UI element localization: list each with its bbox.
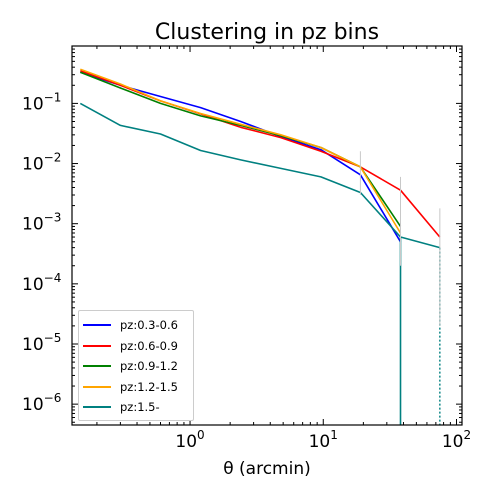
legend-item: pz:1.5- [79,397,193,418]
y-tick-label-2: 10−4 [22,271,61,295]
legend: pz:0.3-0.6 pz:0.6-0.9 pz:0.9-1.2 pz:1.2-1.5… [78,310,194,421]
legend-item: pz:0.3-0.6 [79,315,193,336]
series-line-4 [79,102,441,249]
chart-title: Clustering in pz bins [155,20,379,45]
legend-swatch [83,365,111,368]
series-line-1 [80,69,441,238]
plot-area: 100 101 102 10−6 10−5 10−4 10−3 10−2 10−1 [22,45,471,452]
x-tick-label-1: 101 [309,428,338,452]
series-line-0 [80,71,402,243]
legend-item: pz:0.9-1.2 [79,356,193,377]
legend-label: pz:0.9-1.2 [120,359,178,374]
x-tick-label-0: 100 [175,428,204,452]
legend-swatch [83,406,111,409]
legend-label: pz:1.2-1.5 [120,379,178,394]
legend-label: pz:1.5- [120,400,160,415]
y-tick-label-0: 10−6 [22,391,61,415]
y-tick-label-3: 10−3 [22,211,61,235]
x-axis-label: θ (arcmin) [223,459,311,479]
legend-swatch [83,344,111,347]
legend-swatch [83,385,111,388]
x-tick-label-2: 102 [442,428,471,452]
legend-item: pz:0.6-0.9 [79,336,193,357]
series-line-2 [80,71,402,227]
y-tick-label-5: 10−1 [22,90,61,114]
legend-item: pz:1.2-1.5 [79,377,193,398]
y-tick-label-4: 10−2 [22,151,61,175]
legend-label: pz:0.6-0.9 [120,338,178,353]
plot-frame [71,45,463,426]
legend-swatch [83,324,111,327]
legend-label: pz:0.3-0.6 [120,318,178,333]
y-tick-label-1: 10−5 [22,331,61,355]
series-line-3 [80,68,402,234]
